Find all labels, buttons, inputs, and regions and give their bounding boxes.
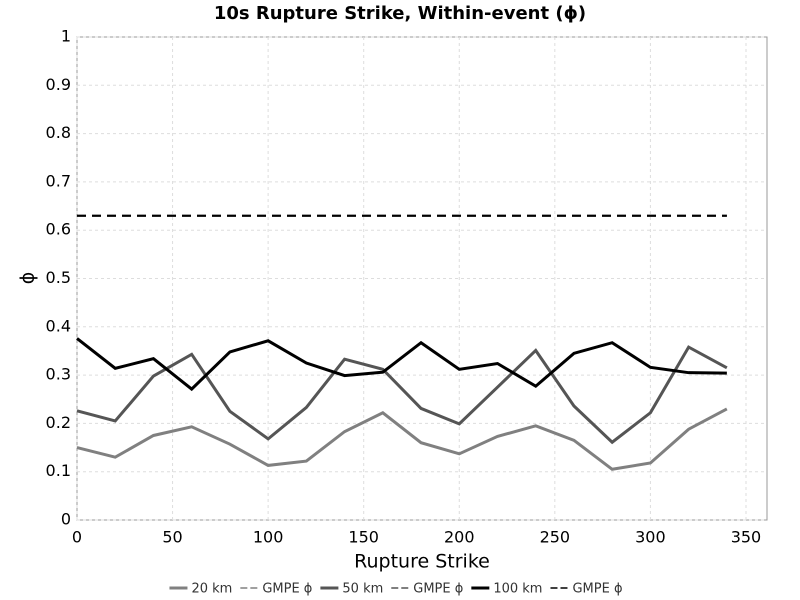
x-tick-label: 200 xyxy=(444,528,475,547)
legend-label: 20 km xyxy=(191,582,232,597)
y-tick-label: 0.1 xyxy=(46,461,71,480)
y-tick-label: 1 xyxy=(61,27,71,46)
x-tick-label: 50 xyxy=(162,528,182,547)
legend-label: 50 km xyxy=(342,582,383,597)
y-tick-label: 0.4 xyxy=(46,316,71,335)
y-tick-label: 0.5 xyxy=(46,268,71,287)
y-tick-label: 0.8 xyxy=(46,123,71,142)
x-tick-label: 150 xyxy=(348,528,379,547)
y-tick-label: 0 xyxy=(61,510,71,529)
y-axis-label: ϕ xyxy=(17,272,39,285)
legend-label: GMPE ϕ xyxy=(572,582,622,597)
x-tick-label: 350 xyxy=(731,528,762,547)
x-tick-label: 250 xyxy=(540,528,571,547)
series-line xyxy=(76,337,727,392)
legend-label: GMPE ϕ xyxy=(413,582,463,597)
y-tick-label: 0.6 xyxy=(46,220,71,239)
x-axis-label: Rupture Strike xyxy=(354,551,490,573)
legend-label: 100 km xyxy=(493,582,542,597)
y-tick-label: 0.2 xyxy=(46,413,71,432)
y-tick-label: 0.9 xyxy=(46,75,71,94)
chart-title: 10s Rupture Strike, Within-event (ϕ) xyxy=(214,3,586,24)
x-tick-label: 100 xyxy=(253,528,284,547)
x-tick-label: 300 xyxy=(635,528,666,547)
y-tick-label: 0.7 xyxy=(46,171,71,190)
x-tick-label: 0 xyxy=(72,528,82,547)
series-line xyxy=(76,345,728,445)
legend-label: GMPE ϕ xyxy=(262,582,312,597)
series-line xyxy=(76,407,728,471)
y-tick-label: 0.3 xyxy=(46,365,71,384)
